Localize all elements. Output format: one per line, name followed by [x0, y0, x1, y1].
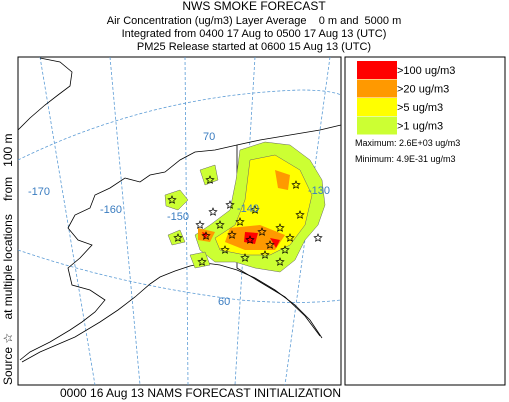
- smoke-plume: [164, 141, 326, 273]
- source-star: [227, 230, 237, 239]
- legend-label: >1 ug/m3: [397, 121, 443, 133]
- source-star: [257, 227, 267, 236]
- legend-label: >100 ug/m3: [397, 65, 455, 77]
- source-star: [197, 257, 207, 266]
- legend-swatch: [357, 79, 397, 98]
- subtitle: Integrated from 0400 17 Aug to 0500 17 A…: [122, 28, 387, 40]
- legend-max: Maximum: 2.6E+03 ug/m3: [355, 138, 460, 148]
- source-star: [245, 235, 255, 244]
- side-label: Source ☆ at multiple locations from 100 …: [1, 133, 15, 385]
- coastline: [19, 124, 342, 363]
- legend-label: >5 ug/m3: [397, 102, 443, 114]
- source-star: [235, 217, 245, 226]
- footer: 0000 16 Aug 13 NAMS FORECAST INITIALIZAT…: [60, 386, 341, 400]
- title: NWS SMOKE FORECAST: [182, 0, 326, 13]
- longitude-label: -150: [167, 211, 189, 223]
- grid-line: [17, 249, 342, 303]
- source-star: [275, 223, 285, 232]
- source-star: [215, 220, 225, 229]
- source-star: [291, 180, 301, 189]
- source-star: [280, 245, 290, 254]
- source-star: [285, 233, 295, 242]
- longitude-label: -170: [28, 186, 50, 198]
- map: -170 -160 -150 -140 -130 70 60: [17, 56, 342, 386]
- coastline: [17, 57, 73, 131]
- legend-label: >20 ug/m3: [397, 84, 449, 96]
- subtitle: PM25 Release started at 0600 15 Aug 13 (…: [137, 41, 371, 53]
- source-star: [173, 233, 183, 242]
- source-markers: [167, 175, 323, 266]
- source-star: [201, 231, 211, 240]
- latitude-label: 70: [203, 131, 215, 143]
- source-star: [167, 195, 177, 204]
- legend-swatch: [357, 61, 397, 79]
- source-star: [275, 257, 285, 266]
- longitude-label: -140: [237, 203, 259, 215]
- longitude-label: -160: [100, 204, 122, 216]
- source-star: [250, 205, 260, 214]
- latitude-label: 60: [218, 296, 230, 308]
- source-star: [260, 250, 270, 259]
- legend-swatch: [357, 98, 397, 116]
- source-star: [240, 253, 250, 262]
- source-star: [220, 245, 230, 254]
- legend-swatch: [357, 116, 397, 135]
- legend: >100 ug/m3 >20 ug/m3 >5 ug/m3 >1 ug/m3 Maxim…: [344, 56, 506, 386]
- grid-line: [17, 89, 342, 161]
- source-star: [265, 240, 275, 249]
- source-star: [208, 207, 218, 216]
- source-star: [205, 175, 215, 184]
- longitude-label: -130: [308, 185, 330, 197]
- legend-min: Minimum: 4.9E-31 ug/m3: [355, 154, 456, 164]
- source-star: [313, 233, 323, 242]
- source-star: [295, 210, 305, 219]
- source-star: [195, 220, 205, 229]
- source-star: [225, 200, 235, 209]
- subtitle: Air Concentration (ug/m3) Layer Average …: [107, 15, 402, 27]
